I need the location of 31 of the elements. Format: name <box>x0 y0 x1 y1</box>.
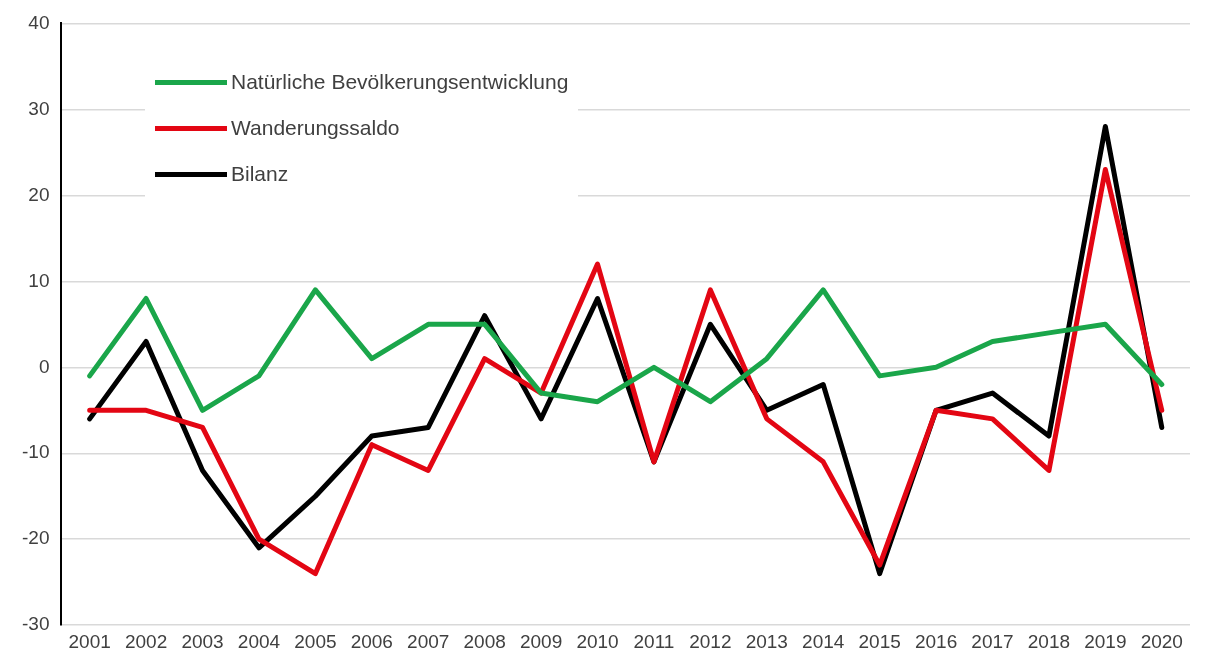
legend-label: Bilanz <box>231 162 289 186</box>
y-tick-label: -10 <box>21 441 50 463</box>
x-tick-label: 2009 <box>519 630 563 652</box>
y-tick-label: 10 <box>28 269 50 291</box>
x-tick-label: 2005 <box>294 630 337 652</box>
x-tick-label: 2008 <box>463 630 506 652</box>
x-tick-label: 2004 <box>237 630 281 652</box>
y-tick-label: 40 <box>28 11 50 33</box>
legend-label: Wanderungssaldo <box>231 116 400 140</box>
y-tick-label: 30 <box>28 97 50 119</box>
x-tick-label: 2020 <box>1140 630 1183 652</box>
x-tick-label: 2013 <box>745 630 788 652</box>
x-tick-label: 2001 <box>68 630 111 652</box>
x-tick-label: 2016 <box>914 630 958 652</box>
x-tick-label: 2011 <box>633 630 675 652</box>
x-tick-label: 2007 <box>407 630 450 652</box>
y-tick-label: 0 <box>38 355 50 377</box>
x-tick-label: 2015 <box>858 630 901 652</box>
x-tick-label: 2010 <box>576 630 619 652</box>
x-tick-label: 2017 <box>971 630 1014 652</box>
y-tick-label: -20 <box>21 527 50 549</box>
x-tick-label: 2014 <box>802 630 845 652</box>
x-tick-label: 2019 <box>1084 630 1127 652</box>
x-tick-label: 2012 <box>689 630 732 652</box>
x-tick-label: 2003 <box>181 630 224 652</box>
legend-label: Natürliche Bevölkerungsentwicklung <box>231 70 569 94</box>
x-tick-label: 2006 <box>350 630 393 652</box>
x-tick-label: 2018 <box>1027 630 1071 652</box>
y-tick-label: 20 <box>28 183 50 205</box>
y-tick-label: -30 <box>21 613 50 635</box>
x-tick-label: 2002 <box>124 630 168 652</box>
